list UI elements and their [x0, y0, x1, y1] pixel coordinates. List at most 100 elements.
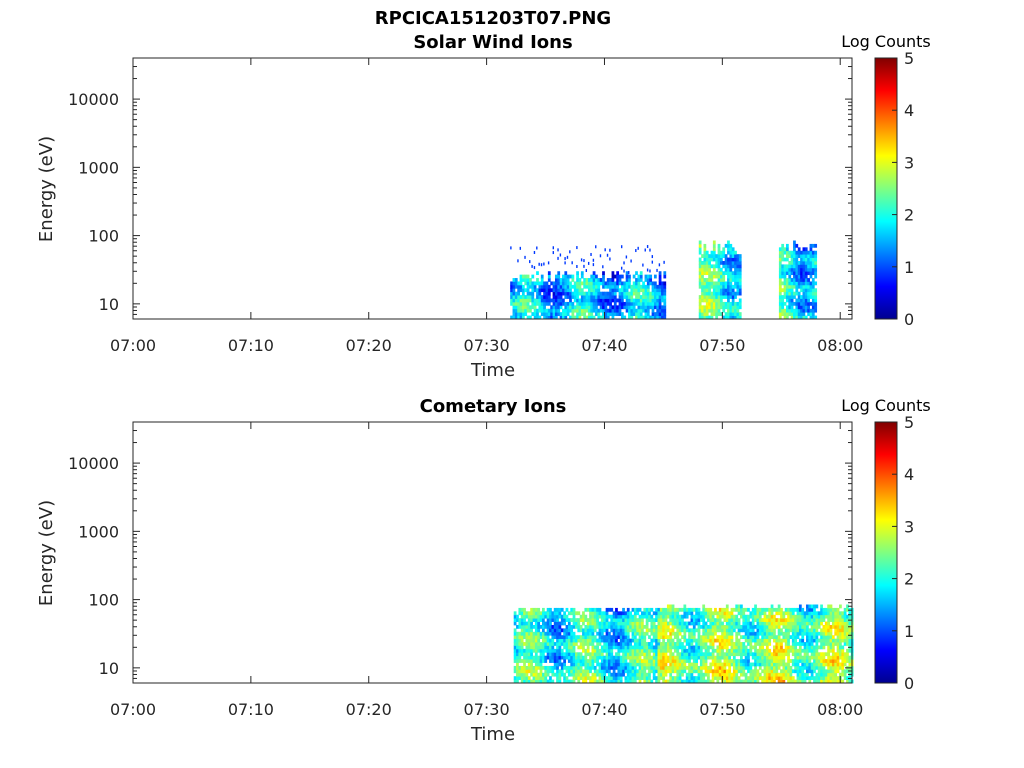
spectrogram-cell — [520, 672, 524, 677]
spectrogram-cell — [788, 274, 792, 279]
spectrogram-cell — [619, 611, 623, 616]
spectrogram-cell — [725, 607, 729, 612]
spectrogram-cell — [622, 642, 625, 646]
spectrogram-cell — [671, 604, 675, 609]
spectrogram-cell — [650, 655, 654, 660]
spectrogram-cell — [641, 631, 644, 636]
spectrogram-cell — [801, 648, 805, 653]
spectrogram-cell — [724, 305, 728, 310]
spectrogram-cell — [703, 254, 707, 258]
spectrogram-cell — [681, 642, 684, 646]
spectrogram-cell — [804, 305, 808, 310]
spectrogram-cell — [593, 659, 597, 663]
spectrogram-cell — [551, 648, 555, 653]
spectrogram-cell — [615, 665, 618, 670]
spectrogram-cell — [671, 611, 675, 616]
spectrogram-cell — [578, 312, 582, 316]
spectrogram-cell — [742, 607, 746, 612]
spectrogram-cell — [557, 301, 561, 306]
spectrogram-cell — [575, 642, 578, 646]
spectrogram-cell — [780, 648, 783, 653]
spectrogram-cell — [556, 621, 559, 626]
spectrogram-cell — [550, 308, 554, 313]
spectrogram-cell — [824, 614, 828, 619]
spectrogram-cell — [523, 652, 526, 657]
spectrogram-cell — [824, 659, 828, 663]
spectrogram-cell — [820, 676, 823, 680]
spectrogram-cell — [843, 638, 847, 643]
spectrogram-cell — [616, 298, 620, 303]
spectrogram-cell — [657, 628, 661, 633]
spectrogram-cell — [592, 284, 596, 289]
spectrogram-cell — [703, 288, 707, 293]
spectrogram-cell — [846, 614, 849, 619]
spectrogram-cell — [814, 315, 818, 320]
spectrogram-cell — [809, 264, 813, 269]
spectrogram-cell — [510, 298, 513, 303]
spectrogram-cell — [790, 312, 794, 316]
spectrogram-cell — [536, 308, 539, 313]
spectrogram-cell — [553, 662, 557, 667]
spectrogram-cell — [659, 635, 663, 640]
spectrogram-cell — [718, 648, 722, 653]
spectrogram-cell — [831, 642, 835, 646]
spectrogram-cell — [593, 611, 597, 616]
spectrogram-cell — [558, 614, 562, 619]
spectrogram-cell — [735, 604, 739, 609]
spectrogram-cell — [604, 315, 608, 320]
spectrogram-cell — [661, 312, 664, 316]
spectrogram-cell — [704, 628, 708, 633]
spectrogram-cell — [643, 624, 647, 629]
spectrogram-cell — [761, 624, 764, 629]
spectrogram-cell — [736, 260, 740, 265]
spectrogram-cell — [545, 284, 549, 289]
spectrogram-cell — [732, 679, 736, 684]
spectrogram-cell — [734, 315, 737, 320]
spectrogram-cell — [785, 298, 789, 303]
spectrogram-cell — [702, 676, 706, 680]
spectrogram-cell — [595, 295, 598, 299]
spectrogram-cell — [820, 635, 823, 640]
spectrogram-cell — [613, 305, 617, 310]
spectrogram-cell — [631, 665, 635, 670]
spectrogram-cell — [749, 645, 753, 650]
spectrogram-cell — [610, 672, 614, 677]
spectrogram-cell — [510, 288, 513, 293]
spectrogram-cell — [765, 621, 769, 626]
spectrogram-cell — [531, 264, 533, 268]
spectrogram-cell — [783, 264, 787, 269]
spectrogram-cell — [573, 315, 577, 320]
spectrogram-cell — [558, 679, 562, 684]
spectrogram-cell — [549, 638, 552, 643]
spectrogram-cell — [622, 669, 625, 674]
spectrogram-cell — [765, 624, 769, 629]
spectrogram-cell — [658, 295, 662, 299]
spectrogram-cell — [729, 288, 733, 293]
spectrogram-cell — [817, 638, 821, 643]
spectrogram-cell — [678, 652, 682, 657]
spectrogram-cell — [735, 679, 739, 684]
spectrogram-cell — [777, 631, 781, 636]
spectrogram-cell — [698, 260, 702, 265]
spectrogram-cell — [732, 662, 736, 667]
spectrogram-cell — [595, 278, 598, 282]
spectrogram-cell — [785, 284, 789, 289]
spectrogram-cell — [554, 298, 558, 303]
spectrogram-cell — [824, 676, 828, 680]
spectrogram-cell — [552, 315, 556, 320]
spectrogram-cell — [768, 614, 772, 619]
spectrogram-cell — [732, 618, 736, 622]
spectrogram-cell — [705, 284, 709, 289]
spectrogram-cell — [593, 624, 597, 629]
spectrogram-cell — [617, 655, 621, 660]
spectrogram-cell — [545, 308, 549, 313]
spectrogram-cell — [737, 676, 741, 680]
spectrogram-cell — [695, 628, 698, 633]
spectrogram-cell — [846, 635, 849, 640]
spectrogram-cell — [775, 655, 779, 660]
spectrogram-cell — [595, 312, 598, 316]
spectrogram-cell — [635, 249, 637, 253]
spectrogram-cell — [709, 662, 713, 667]
spectrogram-cell — [688, 648, 691, 653]
spectrogram-cell — [707, 614, 710, 619]
